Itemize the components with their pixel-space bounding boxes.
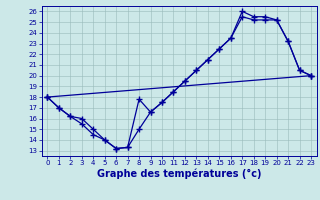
X-axis label: Graphe des températures (°c): Graphe des températures (°c) [97,169,261,179]
